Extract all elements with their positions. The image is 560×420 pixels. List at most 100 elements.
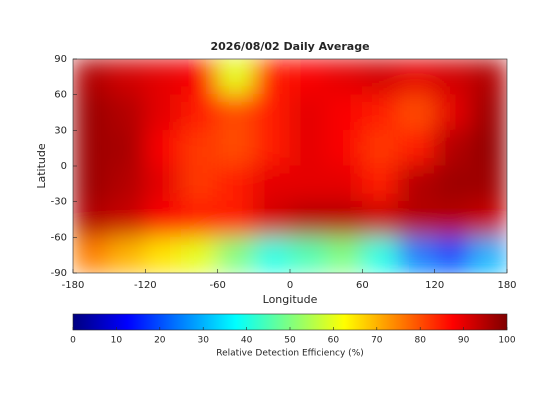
x-tick-label: 180	[497, 280, 516, 291]
heatmap-cell	[73, 59, 110, 96]
x-tick-label: 60	[356, 280, 369, 291]
heatmap-cell	[181, 94, 219, 131]
colorbar-tick-label: 50	[284, 336, 296, 346]
heatmap-cell	[361, 94, 399, 131]
heatmap-cell	[253, 201, 291, 238]
heatmap-cell	[470, 94, 507, 131]
heatmap-cell	[144, 94, 182, 131]
heatmap-cell	[108, 236, 146, 273]
heatmap-cell	[181, 129, 219, 167]
heatmap-cell	[181, 165, 219, 203]
colorbar-tick-label: 30	[197, 336, 209, 346]
heatmap-cell	[181, 236, 219, 273]
heatmap-cell	[181, 59, 219, 96]
heatmap-cell	[325, 201, 363, 238]
heatmap-cell	[253, 59, 291, 96]
heatmap-cell	[289, 129, 327, 167]
heatmap-cell	[108, 129, 146, 167]
colorbar-label: Relative Detection Efficiency (%)	[216, 349, 364, 359]
heatmap-cell	[144, 236, 182, 273]
heatmap-cell	[434, 236, 472, 273]
heatmap-cell	[325, 236, 363, 273]
chart-title: 2026/08/02 Daily Average	[210, 40, 369, 53]
heatmap-cell	[217, 59, 255, 96]
colorbar-tick-label: 10	[111, 336, 123, 346]
heatmap-cell	[108, 165, 146, 203]
heatmap-cell	[434, 94, 472, 131]
heatmap-cell	[361, 129, 399, 167]
heatmap-cell	[217, 129, 255, 167]
heatmap-cell	[217, 165, 255, 203]
colorbar-tick-label: 40	[241, 336, 253, 346]
heatmap-cell	[470, 236, 507, 273]
heatmap-cell	[470, 129, 507, 167]
y-tick-label: 90	[54, 54, 67, 65]
y-tick-label: -60	[51, 232, 67, 243]
y-tick-label: 0	[61, 161, 67, 172]
heatmap-cell	[253, 236, 291, 273]
heatmap-cell	[325, 129, 363, 167]
heatmap-cell	[398, 236, 436, 273]
y-tick-label: -30	[51, 197, 67, 208]
x-tick-label: 0	[287, 280, 293, 291]
heatmap-cell	[217, 94, 255, 131]
heatmap-cell	[289, 201, 327, 238]
heatmap-cell	[73, 201, 110, 238]
heatmap-cell	[325, 94, 363, 131]
heatmap-cell	[289, 94, 327, 131]
heatmap-cell	[434, 201, 472, 238]
heatmap-cell	[398, 94, 436, 131]
heatmap-cell	[289, 236, 327, 273]
colorbar-tick-label: 100	[498, 336, 515, 346]
heatmap-cell	[361, 236, 399, 273]
x-tick-label: -180	[62, 280, 85, 291]
heatmap-cell	[217, 201, 255, 238]
heatmap-cell	[398, 201, 436, 238]
heatmap-cell	[217, 236, 255, 273]
x-axis-label: Longitude	[263, 293, 318, 306]
colorbar-tick-label: 70	[371, 336, 383, 346]
heatmap-cell	[470, 59, 507, 96]
heatmap-cell	[361, 59, 399, 96]
heatmap	[73, 59, 507, 273]
heatmap-cell	[434, 165, 472, 203]
heatmap-cell	[73, 94, 110, 131]
heatmap-cell	[434, 59, 472, 96]
colorbar-tick-label: 20	[154, 336, 166, 346]
heatmap-cell	[253, 94, 291, 131]
x-tick-label: -60	[209, 280, 225, 291]
heatmap-cell	[325, 165, 363, 203]
heatmap-cell	[253, 129, 291, 167]
heatmap-cell	[144, 165, 182, 203]
heatmap-cells	[73, 59, 507, 273]
x-tick-label: -120	[134, 280, 157, 291]
y-tick-label: 30	[54, 125, 67, 136]
x-tick-label: 120	[425, 280, 444, 291]
heatmap-cell	[144, 201, 182, 238]
heatmap-cell	[470, 201, 507, 238]
heatmap-cell	[73, 236, 110, 273]
heatmap-cell	[361, 201, 399, 238]
heatmap-cell	[470, 165, 507, 203]
heatmap-cell	[361, 165, 399, 203]
colorbar-tick-label: 80	[414, 336, 426, 346]
heatmap-cell	[144, 129, 182, 167]
heatmap-cell	[144, 59, 182, 96]
heatmap-cell	[398, 129, 436, 167]
heatmap-cell	[289, 165, 327, 203]
heatmap-cell	[73, 165, 110, 203]
heatmap-cell	[398, 59, 436, 96]
heatmap-cell	[398, 165, 436, 203]
heatmap-cell	[108, 94, 146, 131]
y-tick-label: 60	[54, 90, 67, 101]
colorbar-tick-label: 0	[70, 336, 76, 346]
y-axis-label: Latitude	[35, 143, 48, 189]
colorbar-tick-label: 60	[328, 336, 340, 346]
colorbar-tick-label: 90	[458, 336, 470, 346]
heatmap-cell	[289, 59, 327, 96]
heatmap-cell	[434, 129, 472, 167]
heatmap-cell	[108, 59, 146, 96]
heatmap-cell	[181, 201, 219, 238]
heatmap-cell	[73, 129, 110, 167]
